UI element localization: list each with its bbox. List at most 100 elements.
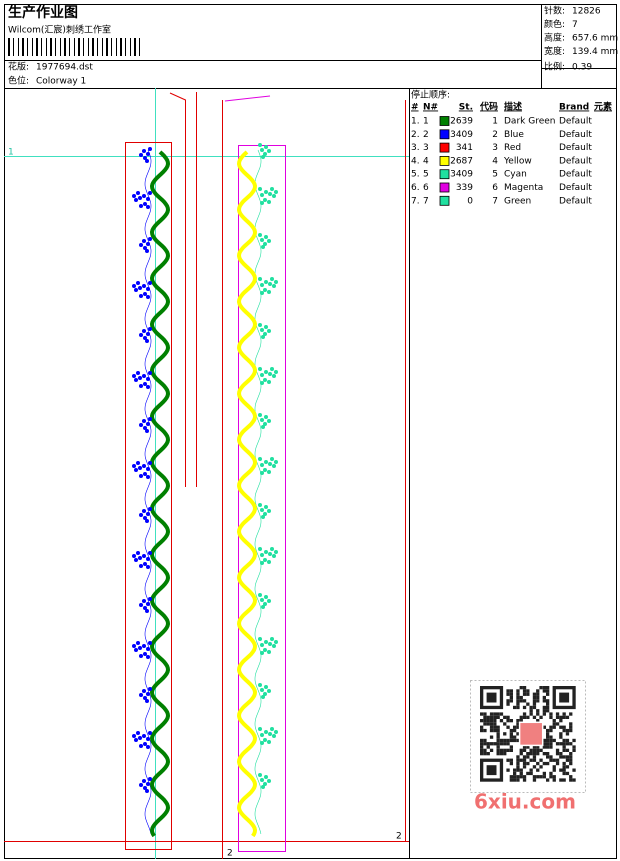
qr-module bbox=[506, 719, 510, 723]
qr-module bbox=[565, 755, 570, 759]
color-swatch bbox=[439, 116, 450, 126]
qr-module bbox=[522, 775, 527, 779]
barcode-bar bbox=[74, 38, 75, 56]
outer-frame bbox=[4, 4, 617, 859]
qr-module bbox=[532, 758, 537, 762]
qr-module bbox=[489, 748, 494, 752]
stitch-dot bbox=[263, 152, 267, 156]
qr-module bbox=[559, 715, 563, 719]
stitch-dot bbox=[139, 513, 143, 517]
qr-module bbox=[480, 728, 484, 733]
colorway-value: Colorway 1 bbox=[36, 77, 86, 87]
qr-module bbox=[536, 709, 540, 713]
qr-module bbox=[489, 728, 494, 733]
barcode-bar bbox=[13, 38, 14, 56]
row-description: Dark Green bbox=[504, 117, 555, 127]
stitch-dot bbox=[142, 599, 146, 603]
column-header: N# bbox=[423, 103, 438, 113]
stitch-dot bbox=[267, 689, 271, 693]
qr-module bbox=[546, 738, 550, 743]
qr-module bbox=[546, 702, 550, 706]
row-index: 5. bbox=[411, 170, 420, 180]
stitch-dot bbox=[139, 654, 143, 658]
qr-module bbox=[503, 732, 507, 736]
stitch-dot bbox=[270, 367, 274, 371]
stitch-dot bbox=[146, 512, 150, 516]
qr-module bbox=[526, 755, 530, 759]
qr-module bbox=[542, 725, 546, 729]
qr-module bbox=[509, 689, 513, 693]
qr-module bbox=[522, 748, 527, 752]
stitch-dot bbox=[260, 201, 264, 205]
stitch-dot bbox=[260, 381, 264, 385]
stitch-dot bbox=[148, 777, 152, 781]
qr-module bbox=[536, 695, 540, 700]
design-bounds bbox=[125, 142, 172, 850]
stitch-dot bbox=[260, 418, 264, 422]
stitch-dot bbox=[132, 374, 136, 378]
stitch-wave bbox=[236, 150, 258, 838]
qr-module bbox=[522, 745, 527, 749]
qr-module bbox=[542, 775, 546, 779]
qr-module bbox=[506, 692, 510, 696]
qr-module bbox=[569, 775, 573, 779]
stitch-dot bbox=[146, 242, 150, 246]
stitch-dot bbox=[148, 147, 152, 151]
stitch-dot bbox=[270, 547, 274, 551]
stitch-dot bbox=[134, 378, 138, 382]
qr-module bbox=[562, 755, 566, 759]
qr-finder bbox=[552, 686, 576, 710]
stitch-dot bbox=[267, 239, 271, 243]
stitch-dot bbox=[145, 429, 149, 433]
qr-module bbox=[519, 758, 523, 762]
info-value: 0.39 bbox=[572, 63, 592, 73]
qr-module bbox=[493, 742, 497, 746]
title: 生产作业图 bbox=[8, 4, 78, 21]
qr-module bbox=[552, 758, 556, 762]
stitch-dot bbox=[142, 509, 146, 513]
stitch-dot bbox=[258, 143, 262, 147]
qr-module bbox=[529, 752, 533, 756]
stitch-dot bbox=[272, 734, 276, 738]
stitch-dot bbox=[143, 652, 147, 656]
qr-module bbox=[565, 742, 570, 746]
stitch-dot bbox=[268, 372, 272, 376]
qr-module bbox=[493, 722, 497, 726]
stitch-dot bbox=[132, 734, 136, 738]
stitch-dot bbox=[146, 565, 150, 569]
qr-finder bbox=[486, 765, 497, 776]
qr-module bbox=[522, 778, 527, 782]
stitch-dot bbox=[139, 204, 143, 208]
qr-module bbox=[539, 748, 543, 752]
qr-module bbox=[519, 715, 523, 719]
qr-module bbox=[569, 725, 573, 729]
column-header: 代码 bbox=[479, 101, 498, 113]
qr-module bbox=[499, 719, 504, 723]
qr-module bbox=[509, 735, 513, 739]
stitch-dot bbox=[258, 323, 262, 327]
stitch-dot bbox=[264, 505, 268, 509]
stitch-dot bbox=[136, 461, 140, 465]
stitch-dot bbox=[267, 650, 271, 654]
table-title: 停止顺序: bbox=[411, 89, 450, 101]
stitch-dot bbox=[263, 378, 267, 382]
qr-module bbox=[555, 722, 560, 726]
qr-module bbox=[565, 728, 570, 733]
stitch-dot bbox=[142, 554, 146, 558]
stitch-dot bbox=[263, 602, 267, 606]
stitch-dot bbox=[143, 202, 147, 206]
qr-module bbox=[506, 715, 510, 719]
qr-finder bbox=[559, 692, 570, 703]
stitch-dot bbox=[146, 205, 150, 209]
stitch-dot bbox=[142, 779, 146, 783]
stitch-dot bbox=[139, 603, 143, 607]
barcode-bar bbox=[27, 38, 28, 56]
stitch-dot bbox=[264, 370, 268, 374]
stitch-dot bbox=[261, 605, 265, 609]
stitch-dot bbox=[264, 640, 268, 644]
stitch-dot bbox=[146, 647, 150, 651]
row-brand: Default bbox=[559, 196, 592, 206]
row-brand: Default bbox=[559, 170, 592, 180]
qr-module bbox=[549, 745, 553, 749]
qr-module bbox=[546, 728, 550, 733]
